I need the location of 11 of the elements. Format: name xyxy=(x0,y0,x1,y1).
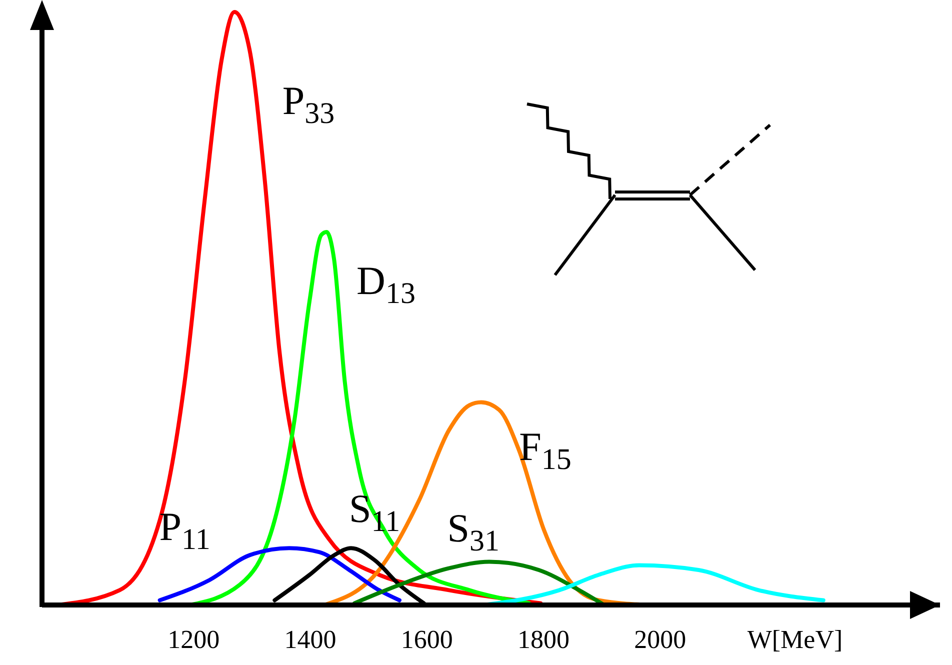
series-label: P$_{11}$ xyxy=(159,504,210,556)
x-tick-label: 2000 xyxy=(634,625,686,654)
x-tick-label: 1600 xyxy=(400,625,453,654)
x-axis-title: W[MeV] xyxy=(747,625,843,654)
series-label: S$_{31}$ xyxy=(447,506,500,558)
x-tick-label: 1800 xyxy=(517,625,570,654)
series-label: D$_{13}$ xyxy=(356,258,416,310)
series-label: F$_{15}$ xyxy=(519,424,572,476)
x-tick-label: 1200 xyxy=(168,625,220,654)
series-label: P$_{33}$ xyxy=(282,78,335,130)
x-tick-label: 1400 xyxy=(284,625,336,654)
